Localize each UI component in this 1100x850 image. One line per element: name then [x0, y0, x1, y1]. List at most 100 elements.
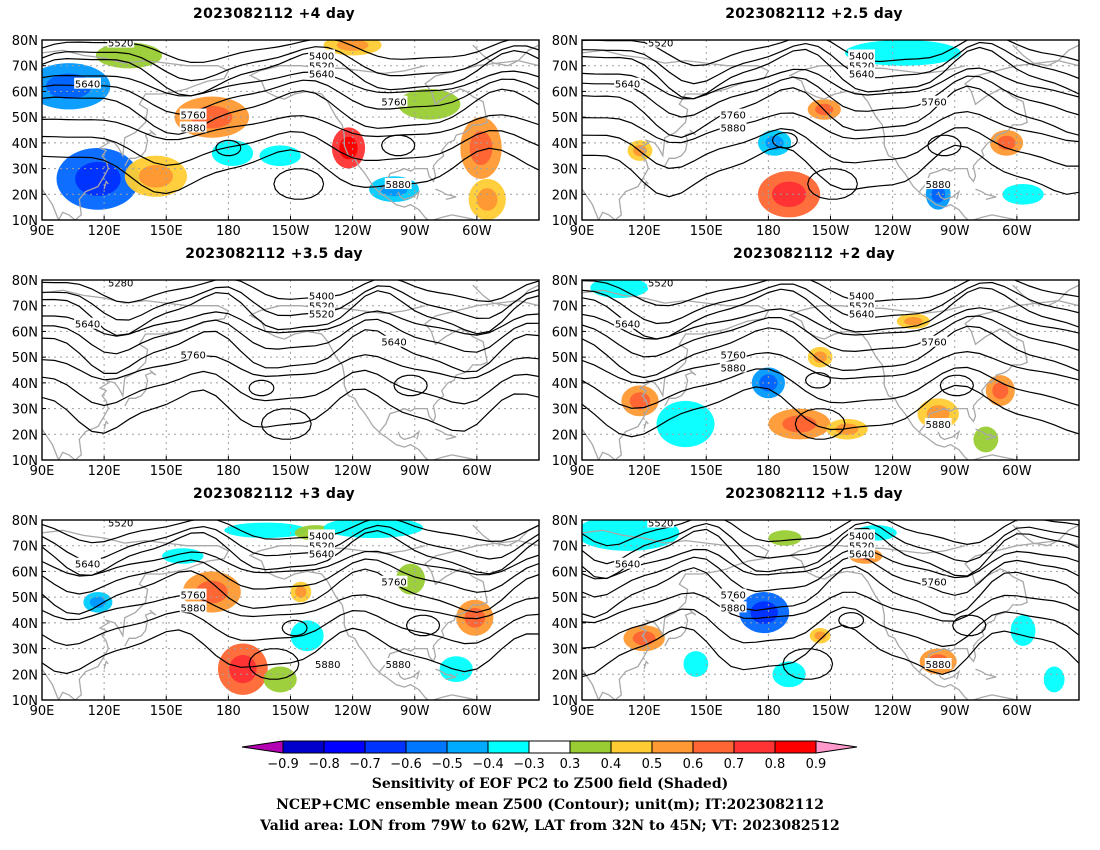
contour-label-bg [924, 658, 952, 669]
coastline [643, 660, 649, 670]
coastline [788, 545, 966, 557]
lat-label: 30N [552, 403, 578, 418]
colorbar-tick-label: −0.4 [472, 757, 504, 772]
coastline [250, 75, 430, 220]
lat-label: 20N [12, 428, 38, 443]
coastline [42, 529, 230, 700]
lat-label: 70N [552, 300, 578, 315]
sensitivity-shade-core [138, 164, 173, 188]
z500-contour [804, 372, 832, 389]
map-plus4day: 55205400552056405640576057605880588080N7… [12, 34, 540, 239]
coastline [937, 189, 961, 201]
lat-label: 70N [12, 60, 38, 75]
lon-label: 120E [88, 224, 121, 239]
lat-label: 30N [12, 643, 38, 658]
lat-label: 60N [12, 325, 38, 340]
contour-label: 5760 [921, 578, 946, 589]
contour-label: 5520 [648, 519, 673, 530]
z500-contour [582, 127, 1079, 170]
z500-contour [582, 384, 1079, 438]
lon-label: 180 [216, 464, 241, 479]
contour-label-bg [848, 529, 875, 541]
z500-contour [771, 132, 798, 149]
contour-label: 5400 [849, 291, 874, 302]
contour-label: 5640 [381, 338, 406, 349]
lon-label: 90E [570, 464, 595, 479]
z500-contour [42, 609, 539, 647]
contour-label-bg [308, 539, 335, 551]
z500-contour [42, 310, 539, 337]
contour-label: 5520 [648, 279, 673, 290]
coastline [975, 428, 997, 441]
lon-label: 90E [30, 464, 55, 479]
lat-label: 80N [12, 274, 38, 289]
z500-contour [42, 318, 539, 355]
coastline [972, 214, 1019, 220]
contour-label-bg [384, 658, 412, 669]
coastline [435, 428, 457, 441]
lat-label: 60N [12, 85, 38, 100]
lon-label: 180 [216, 704, 241, 719]
sensitivity-shade-core [814, 631, 826, 640]
z500-contour [42, 49, 539, 97]
contour-label-bg [308, 547, 335, 559]
colorbar-swatch [569, 740, 612, 754]
lat-label: 50N [12, 351, 38, 366]
z500-contour [838, 612, 865, 629]
z500-contour [582, 75, 1079, 118]
contour-label: 5400 [849, 51, 874, 62]
panel-plus2day: 2023082112 +2 day 5520 5400 5520 5640 5640 57… [540, 240, 1088, 485]
map-plus3day: 5520540055205640564057605760588058805880… [12, 514, 540, 719]
sensitivity-shade-core [75, 161, 121, 196]
lat-label: 50N [12, 591, 38, 606]
z500-contour [582, 46, 1079, 100]
contour-label: 5880 [385, 180, 410, 191]
coastline [788, 305, 966, 317]
colorbar-swatch [692, 740, 735, 754]
lon-label: 150W [812, 224, 850, 239]
panel-title: 2023082112 +3 day [193, 486, 355, 502]
lat-label: 20N [552, 188, 578, 203]
lat-label: 70N [12, 540, 38, 555]
contour-label-bg [384, 178, 412, 189]
contour-label-bg [848, 547, 875, 559]
caption-line-2: NCEP+CMC ensemble mean Z500 (Contour); u… [276, 797, 824, 813]
coastline [250, 315, 430, 460]
colorbar-tick-label: 0.8 [765, 757, 786, 772]
sensitivity-shade [95, 42, 163, 69]
contour-label-bg [848, 289, 875, 301]
colorbar-end-high [815, 740, 858, 754]
lat-label: 60N [12, 565, 38, 580]
lat-label: 70N [552, 60, 578, 75]
lat-label: 40N [12, 617, 38, 632]
coastline [124, 369, 157, 407]
contour-label: 5520 [108, 39, 133, 50]
lat-label: 30N [552, 643, 578, 658]
z500-contour [42, 529, 539, 576]
contour-label-bg [179, 121, 207, 133]
colorbar-tick-label: −0.5 [431, 757, 463, 772]
z500-contour [248, 648, 300, 680]
lat-label: 10N [12, 214, 38, 229]
panel-title: 2023082112 +1.5 day [725, 486, 903, 502]
lon-label: 90W [940, 704, 970, 719]
lat-label: 50N [12, 111, 38, 126]
z500-contour [42, 558, 539, 595]
contour-label: 5640 [75, 80, 100, 91]
panel-title: 2023082112 +3.5 day [185, 246, 363, 262]
lon-label: 90W [400, 224, 430, 239]
lon-label: 60W [462, 704, 492, 719]
panel-plus4day: 2023082112 +4 day 5520 5400 5520 5640 5640 57… [0, 0, 548, 245]
z500-contour [42, 88, 539, 135]
lon-label: 180 [756, 464, 781, 479]
lon-label: 90E [30, 704, 55, 719]
coastline [432, 214, 479, 220]
coastline [788, 65, 966, 77]
coastline [250, 555, 430, 700]
z500-contour [42, 524, 539, 562]
lat-label: 10N [552, 454, 578, 469]
colorbar-tick-label: 0.3 [560, 757, 581, 772]
lon-label: 150E [690, 464, 723, 479]
z500-contour [794, 408, 846, 440]
colorbar-swatch [528, 740, 571, 754]
